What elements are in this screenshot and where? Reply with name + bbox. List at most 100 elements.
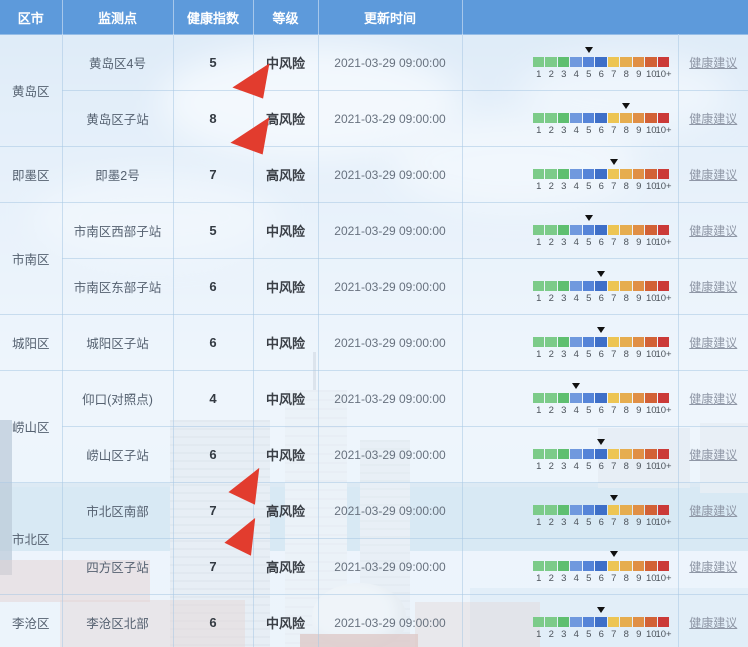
scale-label: 10 <box>645 516 657 528</box>
scale-marker-icon <box>597 438 605 445</box>
scale-block-9 <box>632 56 644 67</box>
scale-label: 2 <box>548 516 554 528</box>
scale-cell: 1 2 3 4 5 6 7 8 9 10 10+ <box>462 594 679 647</box>
scale-labels: 1 2 3 4 5 6 7 8 9 10 10+ <box>533 236 672 248</box>
scale-label: 4 <box>573 68 579 80</box>
advice-cell: 健康建议 <box>678 482 748 539</box>
scale-label: 7 <box>611 628 617 640</box>
scale-block-10+ <box>657 56 669 67</box>
scale-marker-icon <box>584 46 593 53</box>
scale-label: 5 <box>586 348 592 360</box>
scale-block-7 <box>607 112 619 123</box>
scale-label: 2 <box>548 236 554 248</box>
scale-label: 2 <box>548 180 554 192</box>
scale-blocks <box>532 448 670 459</box>
scale-block-3 <box>557 56 569 67</box>
health-advice-link[interactable]: 健康建议 <box>689 111 738 126</box>
scale-block-2 <box>545 504 557 515</box>
updated-cell: 2021-03-29 09:00:00 <box>318 482 463 539</box>
scale-label: 2 <box>548 460 554 472</box>
scale-block-6 <box>595 112 607 123</box>
scale-label: 3 <box>561 180 567 192</box>
scale-label: 5 <box>586 124 592 136</box>
advice-cell: 健康建议 <box>678 34 748 91</box>
scale-block-10+ <box>657 448 669 459</box>
health-advice-link[interactable]: 健康建议 <box>689 447 738 462</box>
scale-label: 2 <box>548 628 554 640</box>
table-row: 黄岛区 黄岛区4号 5 中风险 2021-03-29 09:00:00 1 2 3 4 5 6 7 8 9… <box>0 34 748 147</box>
scale-label: 10+ <box>655 236 672 248</box>
scale-block-10+ <box>657 112 669 123</box>
scale-label: 1 <box>536 572 542 584</box>
scale-block-2 <box>545 616 557 627</box>
scale-label: 6 <box>598 460 604 472</box>
column-header-district: 区市 <box>0 0 63 35</box>
scale-label: 2 <box>548 292 554 304</box>
scale-block-3 <box>557 504 569 515</box>
scale-block-2 <box>545 168 557 179</box>
station-cell: 市南区东部子站 <box>62 258 174 315</box>
scale-block-8 <box>620 280 632 291</box>
scale-cell: 1 2 3 4 5 6 7 8 9 10 10+ <box>462 258 679 315</box>
health-advice-link[interactable]: 健康建议 <box>689 167 738 182</box>
scale-label: 1 <box>536 516 542 528</box>
scale-block-7 <box>607 336 619 347</box>
updated-cell: 2021-03-29 09:00:00 <box>318 314 463 371</box>
scale-label: 1 <box>536 404 542 416</box>
scale-label: 7 <box>611 516 617 528</box>
scale-block-4 <box>570 224 582 235</box>
health-advice-link[interactable]: 健康建议 <box>689 391 738 406</box>
scale-label: 3 <box>561 124 567 136</box>
scale-block-1 <box>532 112 544 123</box>
scale-block-10 <box>645 56 657 67</box>
scale-block-1 <box>532 168 544 179</box>
scale-block-8 <box>620 56 632 67</box>
scale-block-5 <box>582 504 594 515</box>
scale-label: 2 <box>548 124 554 136</box>
scale-cell: 1 2 3 4 5 6 7 8 9 10 10+ <box>462 146 679 203</box>
scale-block-1 <box>532 560 544 571</box>
scale-block-8 <box>620 392 632 403</box>
health-index-scale: 1 2 3 4 5 6 7 8 9 10 10+ <box>532 214 672 248</box>
health-advice-link[interactable]: 健康建议 <box>689 503 738 518</box>
scale-label: 3 <box>561 292 567 304</box>
scale-marker-icon <box>572 382 580 389</box>
index-cell: 6 <box>173 314 254 371</box>
station-cell: 市南区西部子站 <box>62 202 174 259</box>
health-advice-link[interactable]: 健康建议 <box>689 55 738 70</box>
health-advice-link[interactable]: 健康建议 <box>689 559 738 574</box>
scale-block-2 <box>545 224 557 235</box>
scale-block-2 <box>545 280 557 291</box>
scale-block-8 <box>620 168 632 179</box>
table-body: 黄岛区 黄岛区4号 5 中风险 2021-03-29 09:00:00 1 2 3 4 5 6 7 8 9… <box>0 34 748 647</box>
scale-block-10+ <box>657 616 669 627</box>
scale-label: 9 <box>636 348 642 360</box>
scale-label: 10+ <box>655 516 672 528</box>
advice-cell: 健康建议 <box>678 202 748 259</box>
health-advice-link[interactable]: 健康建议 <box>689 223 738 238</box>
health-advice-link[interactable]: 健康建议 <box>689 279 738 294</box>
scale-block-9 <box>632 168 644 179</box>
health-advice-link[interactable]: 健康建议 <box>689 615 738 630</box>
scale-label: 10+ <box>655 572 672 584</box>
scale-label: 4 <box>573 292 579 304</box>
station-cell: 即墨2号 <box>62 146 174 203</box>
scale-labels: 1 2 3 4 5 6 7 8 9 10 10+ <box>533 404 671 416</box>
scale-block-4 <box>570 112 582 123</box>
scale-label: 8 <box>623 348 629 360</box>
scale-label: 8 <box>623 292 629 304</box>
updated-cell: 2021-03-29 09:00:00 <box>318 202 463 259</box>
scale-block-8 <box>620 560 632 571</box>
health-advice-link[interactable]: 健康建议 <box>689 335 738 350</box>
scale-block-3 <box>557 280 569 291</box>
scale-label: 3 <box>561 460 567 472</box>
district-cell: 黄岛区 <box>0 34 63 147</box>
scale-label: 6 <box>598 236 604 248</box>
scale-block-3 <box>557 168 569 179</box>
scale-block-5 <box>582 224 594 235</box>
level-cell: 高风险 <box>253 482 319 539</box>
scale-block-10 <box>645 560 657 571</box>
scale-marker-icon <box>609 494 618 501</box>
scale-block-10 <box>645 504 657 515</box>
